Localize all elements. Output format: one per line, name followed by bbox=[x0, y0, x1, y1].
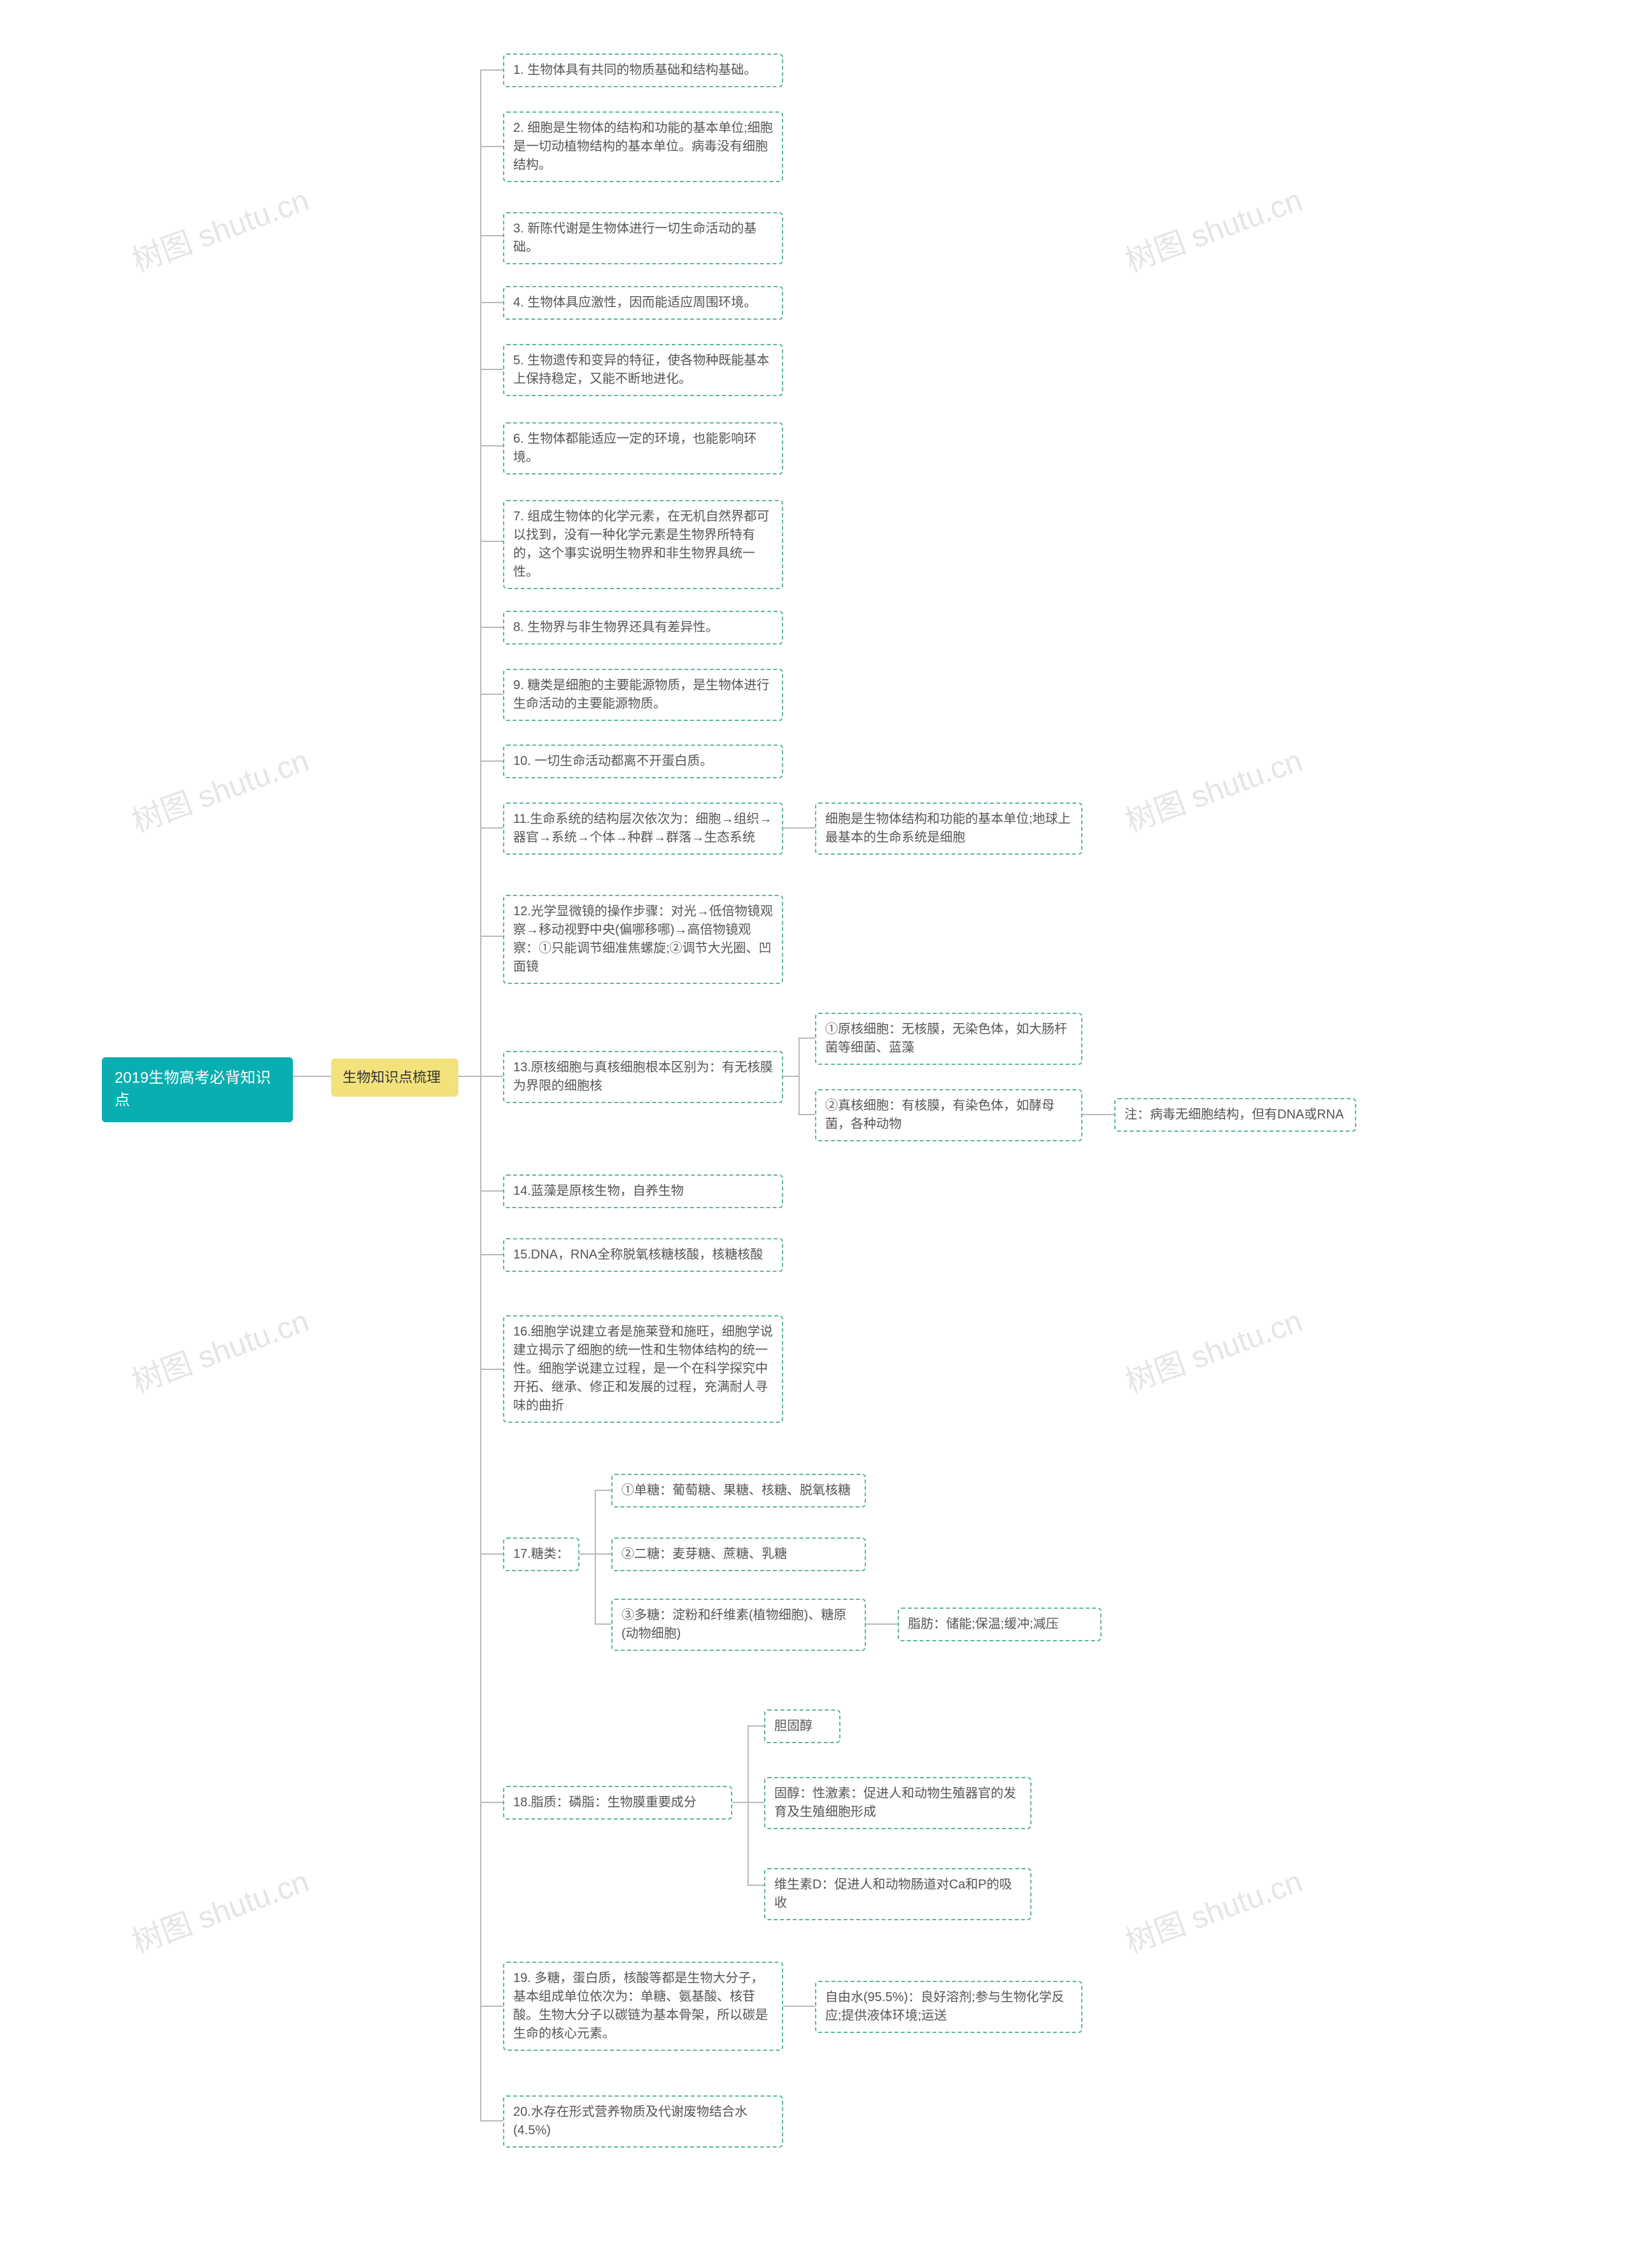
topic-node-label: 18.脂质：磷脂：生物膜重要成分 bbox=[513, 1795, 697, 1809]
section-node: 生物知识点梳理 bbox=[331, 1059, 458, 1097]
topic-node: 12.光学显微镜的操作步骤：对光→低倍物镜观察→移动视野中央(偏哪移哪)→高倍物… bbox=[503, 895, 783, 984]
leaf-node-label: 脂肪：储能;保温;缓冲;减压 bbox=[908, 1617, 1059, 1631]
topic-node-label: 19. 多糖，蛋白质，核酸等都是生物大分子，基本组成单位依次为：单糖、氨基酸、核… bbox=[513, 1971, 768, 2041]
topic-node: 1. 生物体具有共同的物质基础和结构基础。 bbox=[503, 53, 783, 87]
subtopic-node-label: ③多糖：淀粉和纤维素(植物细胞)、糖原(动物细胞) bbox=[621, 1608, 846, 1641]
topic-node: 17.糖类： bbox=[503, 1537, 579, 1571]
subtopic-node-label: ②二糖：麦芽糖、蔗糖、乳糖 bbox=[621, 1547, 787, 1561]
root-node-label: 2019生物高考必背知识点 bbox=[115, 1069, 271, 1109]
topic-node: 11.生命系统的结构层次依次为：细胞→组织→器官→系统→个体→种群→群落→生态系… bbox=[503, 802, 783, 855]
topic-node: 3. 新陈代谢是生物体进行一切生命活动的基础。 bbox=[503, 212, 783, 264]
root-node: 2019生物高考必背知识点 bbox=[102, 1057, 293, 1122]
topic-node-label: 8. 生物界与非生物界还具有差异性。 bbox=[513, 620, 718, 634]
topic-node: 9. 糖类是细胞的主要能源物质，是生物体进行生命活动的主要能源物质。 bbox=[503, 669, 783, 721]
topic-node: 10. 一切生命活动都离不开蛋白质。 bbox=[503, 745, 783, 778]
subtopic-node-label: ①单糖：葡萄糖、果糖、核糖、脱氧核糖 bbox=[621, 1483, 851, 1497]
topic-node-label: 2. 细胞是生物体的结构和功能的基本单位;细胞是一切动植物结构的基本单位。病毒没… bbox=[513, 121, 773, 172]
subtopic-node-label: 自由水(95.5%)：良好溶剂;参与生物化学反应;提供液体环境;运送 bbox=[825, 1990, 1065, 2023]
subtopic-node: ③多糖：淀粉和纤维素(植物细胞)、糖原(动物细胞) bbox=[611, 1599, 866, 1651]
subtopic-node: ②二糖：麦芽糖、蔗糖、乳糖 bbox=[611, 1537, 866, 1571]
topic-node-label: 11.生命系统的结构层次依次为：细胞→组织→器官→系统→个体→种群→群落→生态系… bbox=[513, 812, 772, 845]
topic-node: 4. 生物体具应激性，因而能适应周围环境。 bbox=[503, 286, 783, 320]
topic-node-label: 4. 生物体具应激性，因而能适应周围环境。 bbox=[513, 296, 756, 310]
topic-node-label: 16.细胞学说建立者是施莱登和施旺，细胞学说建立揭示了细胞的统一性和生物体结构的… bbox=[513, 1325, 773, 1413]
topic-node-label: 13.原核细胞与真核细胞根本区别为：有无核膜为界限的细胞核 bbox=[513, 1060, 773, 1093]
subtopic-node-label: 维生素D：促进人和动物肠道对Ca和P的吸收 bbox=[774, 1878, 1012, 1910]
mindmap-diagram: 2019生物高考必背知识点 生物知识点梳理 1. 生物体具有共同的物质基础和结构基础… bbox=[0, 0, 1630, 2268]
topic-node: 19. 多糖，蛋白质，核酸等都是生物大分子，基本组成单位依次为：单糖、氨基酸、核… bbox=[503, 1962, 783, 2051]
subtopic-node: ①原核细胞：无核膜，无染色体，如大肠杆菌等细菌、蓝藻 bbox=[815, 1013, 1082, 1065]
topic-node-label: 15.DNA，RNA全称脱氧核糖核酸，核糖核酸 bbox=[513, 1248, 763, 1262]
topic-node: 14.蓝藻是原核生物，自养生物 bbox=[503, 1174, 783, 1208]
topic-node-label: 17.糖类： bbox=[513, 1547, 569, 1561]
subtopic-node: 固醇：性激素：促进人和动物生殖器官的发育及生殖细胞形成 bbox=[764, 1777, 1031, 1829]
topic-node: 5. 生物遗传和变异的特征，使各物种既能基本上保持稳定，又能不断地进化。 bbox=[503, 344, 783, 396]
topic-node: 15.DNA，RNA全称脱氧核糖核酸，核糖核酸 bbox=[503, 1238, 783, 1272]
topic-node-label: 20.水存在形式营养物质及代谢废物结合水(4.5%) bbox=[513, 2105, 748, 2137]
topic-node-label: 12.光学显微镜的操作步骤：对光→低倍物镜观察→移动视野中央(偏哪移哪)→高倍物… bbox=[513, 904, 773, 974]
subtopic-node-label: 固醇：性激素：促进人和动物生殖器官的发育及生殖细胞形成 bbox=[774, 1787, 1016, 1819]
topic-node: 6. 生物体都能适应一定的环境，也能影响环境。 bbox=[503, 422, 783, 474]
subtopic-node: 细胞是生物体结构和功能的基本单位;地球上最基本的生命系统是细胞 bbox=[815, 802, 1082, 855]
subtopic-node: 胆固醇 bbox=[764, 1709, 840, 1743]
topic-node: 20.水存在形式营养物质及代谢废物结合水(4.5%) bbox=[503, 2095, 783, 2148]
subtopic-node-label: ①原核细胞：无核膜，无染色体，如大肠杆菌等细菌、蓝藻 bbox=[825, 1022, 1067, 1055]
leaf-node: 注：病毒无细胞结构，但有DNA或RNA bbox=[1114, 1098, 1356, 1132]
topic-node-label: 7. 组成生物体的化学元素，在无机自然界都可以找到，没有一种化学元素是生物界所特… bbox=[513, 510, 769, 579]
topic-node: 13.原核细胞与真核细胞根本区别为：有无核膜为界限的细胞核 bbox=[503, 1051, 783, 1103]
subtopic-node-label: 细胞是生物体结构和功能的基本单位;地球上最基本的生命系统是细胞 bbox=[825, 812, 1071, 845]
subtopic-node-label: ②真核细胞：有核膜，有染色体，如酵母菌，各种动物 bbox=[825, 1099, 1054, 1131]
leaf-node-label: 注：病毒无细胞结构，但有DNA或RNA bbox=[1124, 1108, 1343, 1122]
topic-node: 2. 细胞是生物体的结构和功能的基本单位;细胞是一切动植物结构的基本单位。病毒没… bbox=[503, 111, 783, 182]
topic-node: 7. 组成生物体的化学元素，在无机自然界都可以找到，没有一种化学元素是生物界所特… bbox=[503, 500, 783, 589]
topic-node-label: 5. 生物遗传和变异的特征，使各物种既能基本上保持稳定，又能不断地进化。 bbox=[513, 353, 769, 386]
topic-node: 16.细胞学说建立者是施莱登和施旺，细胞学说建立揭示了细胞的统一性和生物体结构的… bbox=[503, 1315, 783, 1423]
topic-node-label: 14.蓝藻是原核生物，自养生物 bbox=[513, 1184, 684, 1198]
topic-node-label: 10. 一切生命活动都离不开蛋白质。 bbox=[513, 754, 712, 768]
subtopic-node: 维生素D：促进人和动物肠道对Ca和P的吸收 bbox=[764, 1868, 1031, 1920]
section-node-label: 生物知识点梳理 bbox=[343, 1069, 441, 1085]
subtopic-node: 自由水(95.5%)：良好溶剂;参与生物化学反应;提供液体环境;运送 bbox=[815, 1981, 1082, 2033]
subtopic-node-label: 胆固醇 bbox=[774, 1719, 812, 1733]
topic-node-label: 9. 糖类是细胞的主要能源物质，是生物体进行生命活动的主要能源物质。 bbox=[513, 678, 769, 711]
leaf-node: 脂肪：储能;保温;缓冲;减压 bbox=[898, 1608, 1102, 1641]
topic-node: 18.脂质：磷脂：生物膜重要成分 bbox=[503, 1786, 732, 1820]
topic-node-label: 6. 生物体都能适应一定的环境，也能影响环境。 bbox=[513, 432, 756, 464]
topic-node-label: 1. 生物体具有共同的物质基础和结构基础。 bbox=[513, 63, 756, 77]
subtopic-node: ②真核细胞：有核膜，有染色体，如酵母菌，各种动物 bbox=[815, 1089, 1082, 1141]
topic-node-label: 3. 新陈代谢是生物体进行一切生命活动的基础。 bbox=[513, 222, 756, 254]
subtopic-node: ①单糖：葡萄糖、果糖、核糖、脱氧核糖 bbox=[611, 1474, 866, 1508]
topic-node: 8. 生物界与非生物界还具有差异性。 bbox=[503, 611, 783, 645]
